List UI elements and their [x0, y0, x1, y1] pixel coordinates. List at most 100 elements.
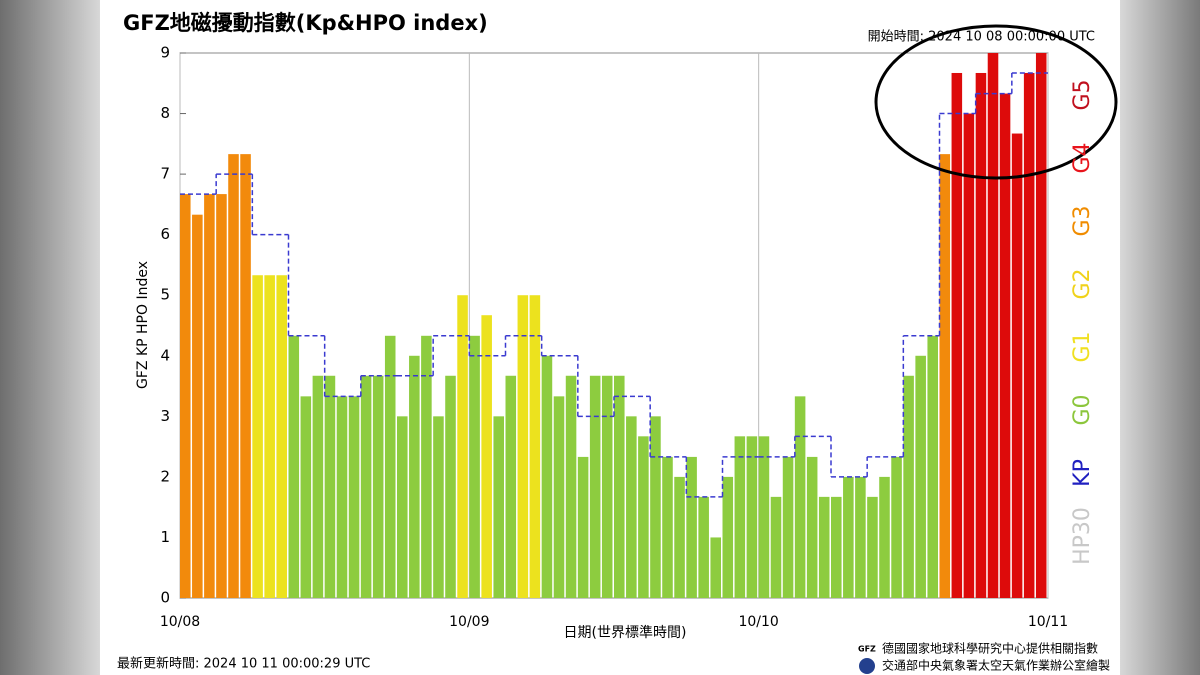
bar [927, 335, 938, 598]
bar [794, 396, 806, 598]
bar [553, 396, 565, 598]
bar [469, 335, 480, 598]
bar [240, 154, 251, 598]
bar [963, 113, 975, 599]
bar [565, 375, 577, 598]
plot: 10/08 10/09 10/10 10/11 0 1 2 3 4 5 6 7 8 9 [160, 44, 1068, 631]
bar [541, 355, 553, 598]
bar [505, 375, 517, 598]
gfz-logo: GFZ [858, 645, 876, 654]
annotation-ellipse [874, 24, 1118, 180]
bar [192, 214, 203, 598]
scale-label: G5 [1070, 79, 1095, 110]
bar [276, 275, 287, 598]
scale-label: KP [1070, 459, 1095, 487]
bar [686, 456, 697, 598]
bar [204, 194, 215, 598]
bar [601, 375, 613, 598]
bar [228, 154, 239, 598]
y-tick-label: 3 [160, 407, 170, 425]
bar [975, 72, 987, 598]
x-tick-label: 10/09 [449, 614, 489, 630]
side-blur [0, 0, 100, 675]
y-tick-label: 2 [160, 467, 170, 485]
y-tick-label: 5 [160, 286, 170, 304]
bar [336, 396, 348, 598]
scale-label: G3 [1070, 205, 1095, 236]
y-tick-label: 0 [160, 589, 170, 607]
bar [782, 456, 794, 598]
y-tick-label: 4 [160, 346, 170, 364]
x-tick-label: 10/08 [160, 614, 200, 630]
credit: 德國國家地球科學研究中心提供相關指數 [882, 641, 1098, 656]
scale-label: G4 [1070, 142, 1095, 173]
bar [421, 335, 432, 598]
bar [698, 496, 709, 598]
bar [1023, 72, 1035, 598]
bar [481, 315, 492, 598]
bar [987, 53, 999, 598]
cwa-logo [859, 658, 875, 674]
bar [951, 72, 963, 598]
bar [818, 496, 830, 598]
scale-label: G1 [1070, 331, 1095, 362]
y-tick-label: 8 [160, 104, 170, 122]
bar [734, 436, 746, 598]
y-axis-title: GFZ KP HPO Index [135, 261, 151, 389]
x-axis-title: 日期(世界標準時間) [564, 625, 687, 641]
bar [384, 335, 396, 598]
bar [529, 295, 541, 598]
bar [264, 275, 275, 598]
bar [589, 375, 601, 598]
scale-label: HP30 [1070, 507, 1095, 565]
bar [710, 537, 721, 598]
bar [300, 396, 312, 598]
bar [216, 194, 227, 598]
chart-title: GFZ地磁擾動指數(Kp&HPO index) [123, 11, 488, 35]
bar [626, 416, 637, 598]
bar [372, 375, 384, 598]
y-tick-label: 1 [160, 528, 170, 546]
credit: 交通部中央氣象署太空天氣作業辦公室繪製 [882, 658, 1110, 673]
bar [831, 496, 842, 598]
bar [288, 335, 300, 598]
x-tick-label: 10/11 [1028, 614, 1068, 630]
bar [348, 396, 360, 598]
bar [360, 375, 372, 598]
bar [746, 436, 758, 598]
bar [650, 416, 661, 598]
updated-time: 最新更新時間: 2024 10 11 00:00:29 UTC [117, 656, 370, 672]
bar [180, 194, 191, 598]
bar [770, 496, 782, 598]
scale-label: G0 [1070, 394, 1095, 425]
bar [397, 416, 408, 598]
y-tick-label: 6 [160, 225, 170, 243]
bar [638, 436, 649, 598]
bar [891, 456, 902, 598]
bar [1035, 53, 1047, 598]
bar [843, 476, 854, 598]
bar [457, 295, 468, 598]
bar [324, 375, 336, 598]
bar [252, 275, 263, 598]
bar [1011, 133, 1023, 599]
bar [722, 476, 734, 598]
bar [674, 476, 685, 598]
bar [493, 416, 504, 598]
bar [939, 154, 951, 598]
bar [758, 436, 770, 598]
x-tick-label: 10/10 [738, 614, 778, 630]
bar [445, 375, 456, 598]
bar [577, 456, 589, 598]
bar [312, 375, 324, 598]
bar [662, 456, 673, 598]
bar [915, 355, 926, 598]
bar [806, 456, 818, 598]
bar [867, 496, 878, 598]
y-tick-label: 9 [160, 44, 170, 62]
bar [999, 93, 1011, 599]
bar [517, 295, 529, 598]
bar [614, 375, 625, 598]
scale-label: G2 [1070, 268, 1095, 299]
